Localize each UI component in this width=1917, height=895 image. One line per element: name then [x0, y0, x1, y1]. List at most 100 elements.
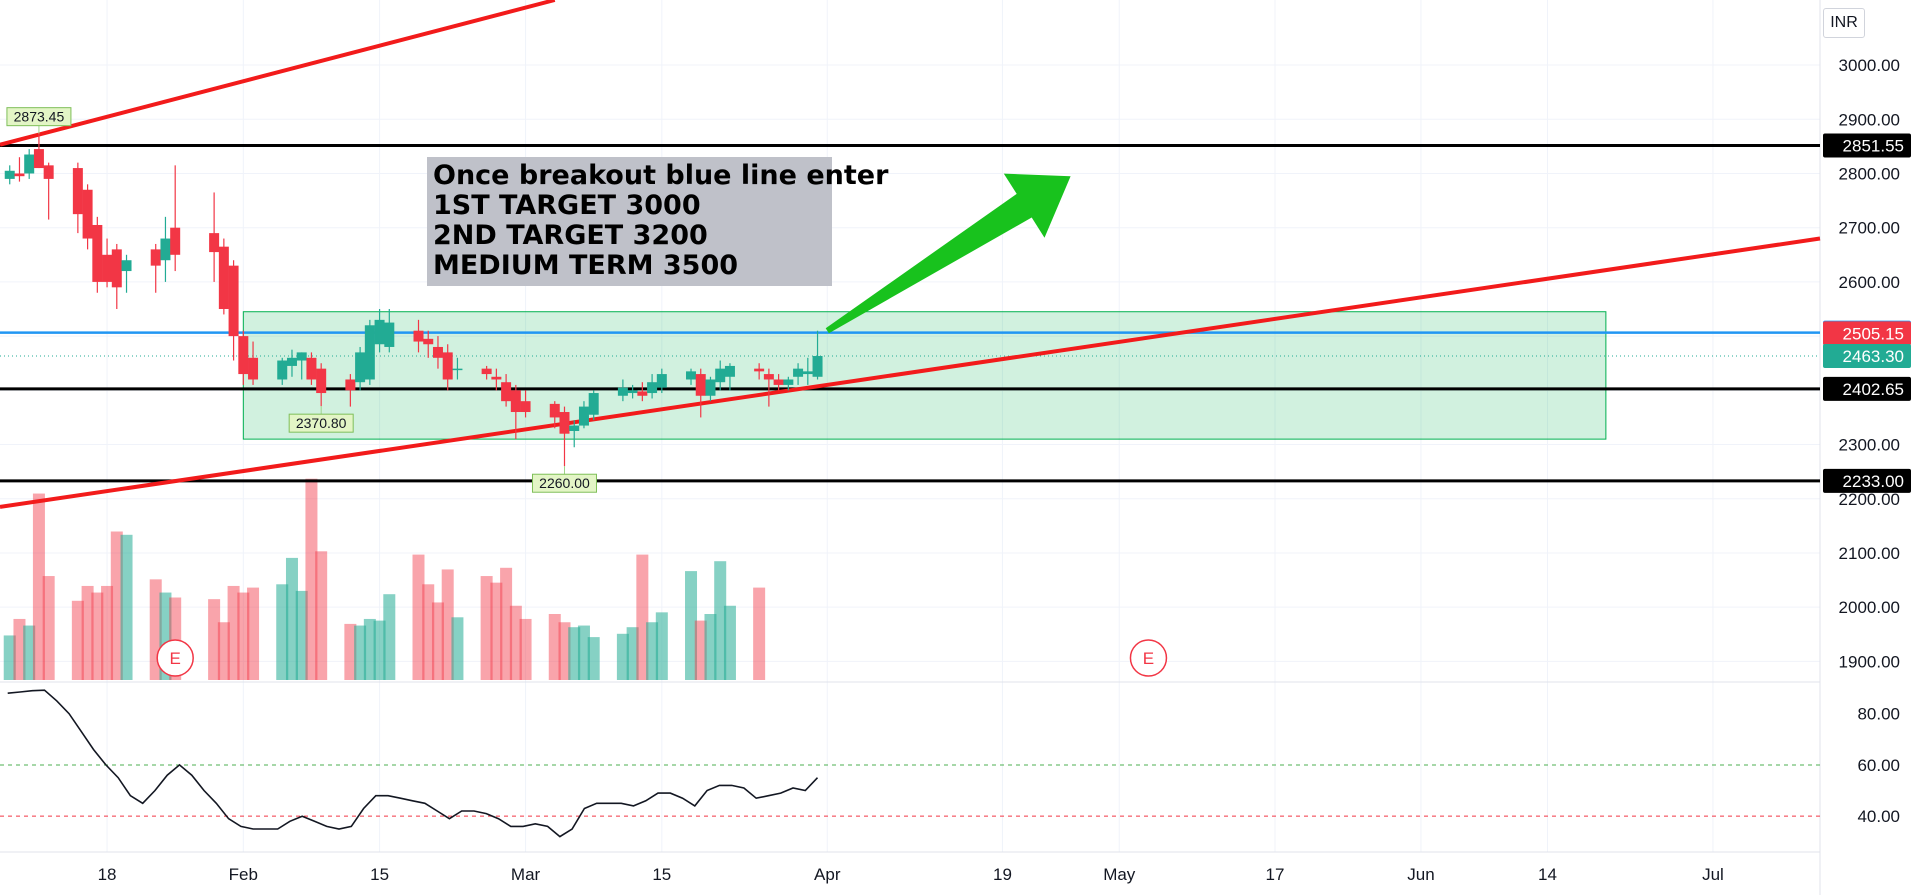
date-tick-label: Mar [511, 865, 541, 884]
date-tick-label: 15 [652, 865, 671, 884]
candle-body [306, 357, 317, 380]
high-low-label-text: 2260.00 [539, 475, 590, 491]
volume-bar [247, 587, 260, 680]
candle-body [754, 368, 765, 372]
volume-bar [42, 576, 55, 680]
candle-body [170, 227, 181, 255]
candle-body [705, 379, 716, 396]
volume-bar [227, 585, 240, 680]
volume-bar [101, 585, 114, 680]
candle [306, 352, 317, 385]
annotation-line-3: 2ND TARGET 3200 [433, 220, 708, 251]
candle [812, 330, 823, 380]
candle-body [102, 254, 113, 282]
candle-body [656, 374, 667, 388]
volume-bar [383, 594, 396, 680]
volume-bar [276, 584, 289, 680]
candle-body [773, 379, 784, 385]
candle [773, 374, 784, 391]
high-low-label-1: 2370.80 [288, 406, 354, 433]
candle-body [481, 368, 492, 375]
trendlines [0, 0, 1821, 509]
candle-body [238, 336, 249, 375]
volume-bar [32, 493, 45, 680]
candle-body [72, 168, 83, 215]
price-tick-label: 2000.00 [1839, 598, 1900, 617]
candle-body [209, 233, 220, 253]
candle-body [277, 360, 288, 380]
price-tick-label: 3000.00 [1839, 56, 1900, 75]
candle-body [695, 374, 706, 396]
price-tick-label: 1900.00 [1839, 652, 1900, 671]
price-tick-label: 2700.00 [1839, 219, 1900, 238]
level-tag-0-bg [1823, 133, 1911, 158]
volume-bar [509, 605, 522, 680]
candle [102, 238, 113, 288]
volume-bar [81, 585, 94, 680]
oscillator-tick-label: 60.00 [1857, 756, 1900, 775]
candle [695, 368, 706, 418]
candle [296, 352, 307, 380]
candle-body [423, 338, 434, 345]
volume-bar [71, 600, 84, 680]
candle-body [384, 322, 395, 347]
candle [452, 357, 463, 380]
annotation-line-2: 1ST TARGET 3000 [433, 190, 701, 221]
earnings-marker-circle [1129, 639, 1168, 677]
volume-bar [577, 625, 590, 680]
candle [549, 401, 560, 429]
volume-bar [237, 592, 250, 680]
volume-bar [363, 618, 376, 680]
volume-bar [451, 617, 464, 680]
volume-bar [753, 587, 766, 680]
candle [316, 363, 327, 407]
volume-bar [285, 557, 298, 680]
oscillator-tick-label: 80.00 [1857, 705, 1900, 724]
oscillator-pane [0, 689, 1820, 838]
candle-body [355, 352, 366, 383]
last-price-tag-text: 2463.30 [1843, 347, 1904, 366]
candle-body [617, 387, 628, 396]
price-tick-label: 2200.00 [1839, 490, 1900, 509]
candle-body [24, 154, 35, 174]
oscillator-line [7, 689, 819, 838]
candle-body [364, 325, 375, 380]
high-low-label-text: 2370.80 [296, 415, 347, 431]
candle-body [569, 425, 580, 431]
candle-body [812, 356, 823, 377]
candle-body [763, 374, 774, 380]
candle [43, 162, 54, 220]
price-tick-label: 2600.00 [1839, 273, 1900, 292]
candle [559, 406, 570, 467]
candle-body [724, 365, 735, 377]
volume-bar [685, 571, 698, 680]
volume-bar [217, 622, 230, 680]
candle-body [501, 382, 512, 402]
candle [793, 363, 804, 385]
volume-bar [91, 592, 104, 680]
price-tick-label: 2900.00 [1839, 110, 1900, 129]
volume-bar [315, 551, 328, 680]
volume-bar [295, 590, 308, 680]
candle [481, 365, 492, 380]
price-tick-label: 2800.00 [1839, 164, 1900, 183]
currency-button[interactable]: INR [1823, 8, 1865, 38]
price-tick-label: 2100.00 [1839, 544, 1900, 563]
candle [432, 336, 443, 369]
target-arrow [825, 173, 1071, 334]
volume-bar [558, 622, 571, 680]
candle [501, 374, 512, 407]
candle [33, 133, 44, 169]
candle-body [150, 249, 161, 266]
candle-body [218, 246, 229, 310]
high-low-label-2: 2260.00 [531, 466, 597, 493]
volume-bar [704, 614, 717, 680]
volume-bars [3, 478, 766, 680]
candle-body [510, 390, 521, 413]
candle-body [228, 265, 239, 337]
price-axis: 3000.002900.002800.002700.002600.002500.… [1823, 56, 1911, 826]
candle-body [248, 357, 259, 380]
candle-body [715, 368, 726, 383]
